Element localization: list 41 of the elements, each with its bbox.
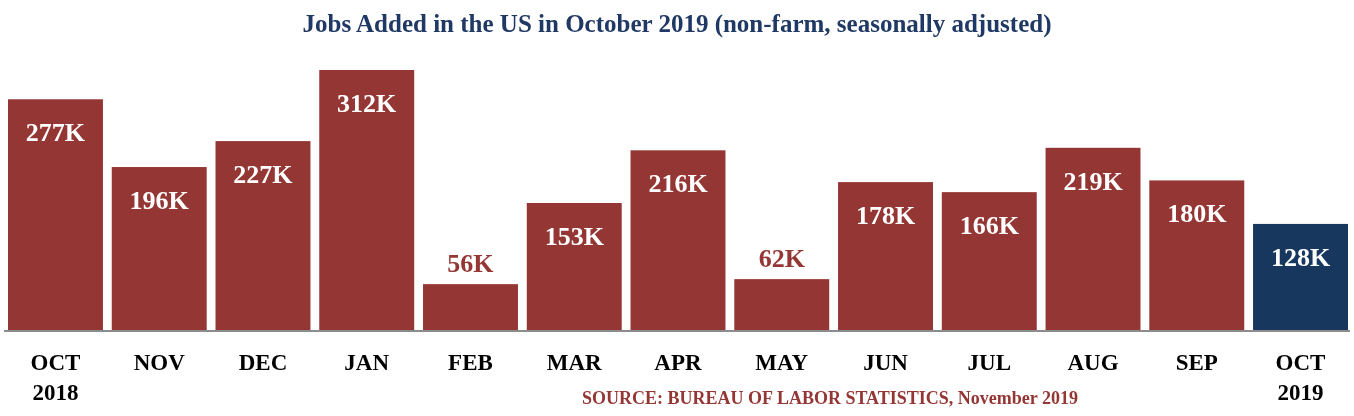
x-tick-label: SEP — [1175, 350, 1218, 375]
bar — [630, 150, 726, 331]
x-tick-label: JUN — [863, 350, 909, 375]
x-tick-label: OCT 2019 — [1275, 350, 1326, 405]
data-label: 312K — [337, 89, 398, 118]
x-tick-label: AUG — [1067, 350, 1119, 375]
x-tick-label: DEC — [238, 350, 288, 375]
bar — [838, 182, 933, 331]
x-tick-label: MAR — [546, 350, 603, 375]
x-tick-label: OCT 2018 — [30, 350, 81, 405]
data-label: 216K — [648, 169, 709, 199]
bar — [319, 70, 415, 331]
data-label: 196K — [129, 186, 190, 216]
bar — [1253, 223, 1348, 331]
bar — [215, 141, 311, 331]
data-label: 219K — [1063, 166, 1124, 196]
bar — [941, 192, 1037, 331]
data-label: 277K — [25, 118, 86, 148]
data-label: 178K — [855, 201, 916, 231]
bar — [1045, 147, 1141, 331]
x-tick-label: APR — [654, 350, 703, 375]
data-label: 56K — [447, 249, 495, 279]
data-label: 153K — [544, 222, 605, 252]
bar — [1149, 180, 1245, 331]
data-label: 62K — [758, 244, 806, 274]
x-tick-label: JAN — [344, 350, 390, 375]
x-tick-label: MAY — [755, 350, 809, 375]
bar — [734, 279, 830, 331]
data-label: 227K — [233, 160, 294, 190]
x-tick-label: NOV — [133, 350, 186, 375]
data-label: 180K — [1167, 199, 1228, 229]
bar — [423, 284, 518, 331]
data-label: 166K — [959, 211, 1020, 241]
source-note: SOURCE: BUREAU OF LABOR STATISTICS, November 2019 — [582, 388, 1078, 408]
bar — [8, 99, 103, 331]
bar — [526, 203, 622, 331]
data-label: 128K — [1270, 242, 1331, 272]
x-tick-label: FEB — [448, 350, 493, 375]
x-tick-label: JUL — [967, 350, 1011, 375]
chart-title: Jobs Added in the US in October 2019 (non-farm, seasonally adjusted) — [302, 10, 1052, 38]
bar — [111, 167, 207, 331]
